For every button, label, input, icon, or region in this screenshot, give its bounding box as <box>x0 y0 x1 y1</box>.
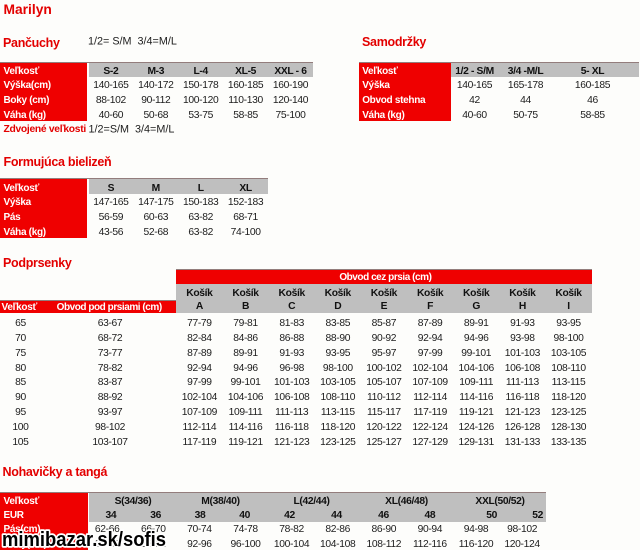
svg-text:mimibazar.sk/sofis: mimibazar.sk/sofis <box>2 528 166 550</box>
